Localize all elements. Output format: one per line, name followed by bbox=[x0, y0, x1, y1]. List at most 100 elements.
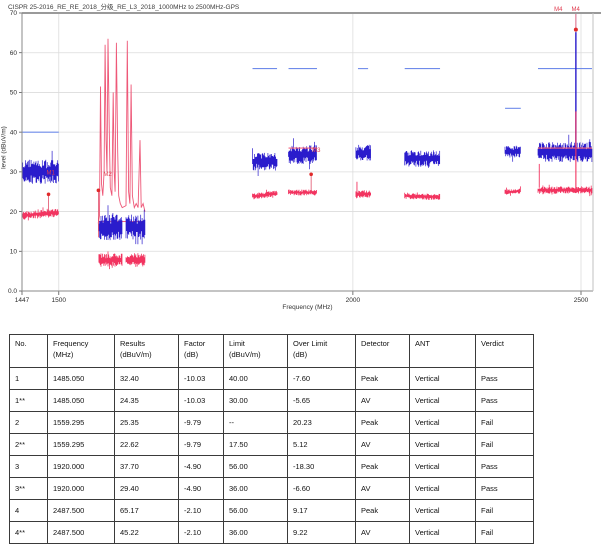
cell-detector: Peak bbox=[355, 455, 410, 478]
cell-no: 3** bbox=[9, 477, 48, 500]
table-row: 1 1485.050 32.40 -10.03 40.00 -7.60 Peak Vertic… bbox=[9, 367, 534, 390]
marker-dot bbox=[96, 188, 101, 193]
axis-frame bbox=[21, 12, 601, 292]
cell-factor: -9.79 bbox=[178, 433, 224, 456]
markers: M1 M2 M3 bbox=[47, 148, 321, 238]
header-line: Frequency bbox=[53, 339, 89, 348]
y-tick-label: 60 bbox=[10, 50, 18, 57]
cell-verdict: Pass bbox=[475, 389, 534, 412]
cell-verdict: Pass bbox=[475, 367, 534, 390]
cell-over-limit: -6.60 bbox=[287, 477, 356, 500]
cell-over-limit: 20.23 bbox=[287, 411, 356, 434]
table-row: 3 1920.000 37.70 -4.90 56.00 -18.30 Peak Vertic… bbox=[9, 455, 534, 478]
x-tick-label: 2500 bbox=[574, 297, 589, 304]
y-tick-label: 30 bbox=[10, 169, 18, 176]
cell-over-limit: -7.60 bbox=[287, 367, 356, 390]
marker-label: M1 bbox=[47, 171, 56, 177]
chart-title: CISPR 25-2016_RE_RE_2018_分级_RE_L3_2018_1… bbox=[8, 4, 240, 11]
marker-label: M2 bbox=[103, 172, 112, 178]
table-row: 1** 1485.050 24.35 -10.03 30.00 -5.65 AV Vertic… bbox=[9, 389, 534, 412]
cell-over-limit: 9.22 bbox=[287, 521, 356, 544]
cell-frequency: 2487.500 bbox=[47, 499, 115, 522]
cell-verdict: Pass bbox=[475, 455, 534, 478]
gps-signal-curve bbox=[97, 38, 146, 224]
cell-over-limit: 5.12 bbox=[287, 433, 356, 456]
cell-detector: AV bbox=[355, 389, 410, 412]
cell-limit: 40.00 bbox=[223, 367, 288, 390]
cell-results: 24.35 bbox=[114, 389, 179, 412]
cell-limit: 36.00 bbox=[223, 477, 288, 500]
col-header-results: Results (dBuV/m) bbox=[114, 334, 179, 368]
header-line: No. bbox=[15, 339, 27, 348]
cell-results: 65.17 bbox=[114, 499, 179, 522]
header-line: Over Limit bbox=[293, 339, 328, 348]
y-tick-label: 0.0 bbox=[8, 288, 17, 295]
cell-detector: Peak bbox=[355, 411, 410, 434]
header-line: ANT bbox=[415, 339, 430, 348]
cell-verdict: Pass bbox=[475, 477, 534, 500]
limit-lines bbox=[22, 68, 592, 149]
cell-no: 3 bbox=[9, 455, 48, 478]
cell-limit: 30.00 bbox=[223, 389, 288, 412]
cell-limit: 36.00 bbox=[223, 521, 288, 544]
cell-limit: 56.00 bbox=[223, 499, 288, 522]
cell-results: 29.40 bbox=[114, 477, 179, 500]
cell-verdict: Fail bbox=[475, 499, 534, 522]
y-tick-label: 20 bbox=[10, 209, 18, 216]
marker-dot bbox=[309, 172, 313, 177]
cell-detector: Peak bbox=[355, 367, 410, 390]
cell-no: 1** bbox=[9, 389, 48, 412]
cell-results: 25.35 bbox=[114, 411, 179, 434]
col-header-ant: ANT bbox=[409, 334, 476, 368]
header-line: (dB) bbox=[184, 350, 199, 359]
col-header-factor: Factor (dB) bbox=[178, 334, 224, 368]
cell-over-limit: -5.65 bbox=[287, 389, 356, 412]
cell-detector: Peak bbox=[355, 499, 410, 522]
results-table: No. Frequency (MHz) Results (dBuV/m) Facto… bbox=[9, 334, 534, 544]
x-tick-label: 1500 bbox=[52, 297, 67, 304]
cell-ant: Vertical bbox=[409, 389, 476, 412]
cell-results: 37.70 bbox=[114, 455, 179, 478]
cell-factor: -2.10 bbox=[178, 521, 224, 544]
y-tick-label: 10 bbox=[10, 248, 18, 255]
cell-verdict: Fail bbox=[475, 521, 534, 544]
cell-ant: Vertical bbox=[409, 499, 476, 522]
cell-over-limit: 9.17 bbox=[287, 499, 356, 522]
table-row: 4 2487.500 65.17 -2.10 56.00 9.17 Peak Vertical… bbox=[9, 499, 534, 522]
cell-results: 45.22 bbox=[114, 521, 179, 544]
marker-m4: M4 M4 bbox=[554, 7, 580, 188]
cell-no: 4 bbox=[9, 499, 48, 522]
cell-frequency: 1559.295 bbox=[47, 411, 115, 434]
header-line: Limit bbox=[229, 339, 245, 348]
cell-results: 22.62 bbox=[114, 433, 179, 456]
cell-ant: Vertical bbox=[409, 433, 476, 456]
header-line: (dBuV/m) bbox=[229, 350, 261, 359]
cell-frequency: 1920.000 bbox=[47, 477, 115, 500]
marker-label: M3 bbox=[312, 148, 321, 154]
y-tick-label: 70 bbox=[10, 10, 18, 17]
header-line: Results bbox=[120, 339, 146, 348]
table-row: 3** 1920.000 29.40 -4.90 36.00 -6.60 AV Vertica… bbox=[9, 477, 534, 500]
cell-ant: Vertical bbox=[409, 521, 476, 544]
x-tick-label: 2000 bbox=[346, 297, 361, 304]
cell-verdict: Fail bbox=[475, 433, 534, 456]
header-line: Factor bbox=[184, 339, 206, 348]
cell-no: 4** bbox=[9, 521, 48, 544]
table-row: 2** 1559.295 22.62 -9.79 17.50 5.12 AV Vertical… bbox=[9, 433, 534, 456]
marker-dot bbox=[573, 27, 578, 32]
y-tick-label: 50 bbox=[10, 90, 18, 97]
col-header-no: No. bbox=[9, 334, 48, 368]
cell-factor: -2.10 bbox=[178, 499, 224, 522]
marker-label: M4 bbox=[571, 7, 580, 13]
cell-ant: Vertical bbox=[409, 477, 476, 500]
cell-results: 32.40 bbox=[114, 367, 179, 390]
cell-frequency: 1920.000 bbox=[47, 455, 115, 478]
header-line: (dBuV/m) bbox=[120, 350, 152, 359]
cell-factor: -10.03 bbox=[178, 367, 224, 390]
cell-limit: 17.50 bbox=[223, 433, 288, 456]
header-line: (MHz) bbox=[53, 350, 74, 359]
cell-detector: AV bbox=[355, 433, 410, 456]
header-line: Detector bbox=[361, 339, 390, 348]
cell-frequency: 2487.500 bbox=[47, 521, 115, 544]
cell-no: 1 bbox=[9, 367, 48, 390]
